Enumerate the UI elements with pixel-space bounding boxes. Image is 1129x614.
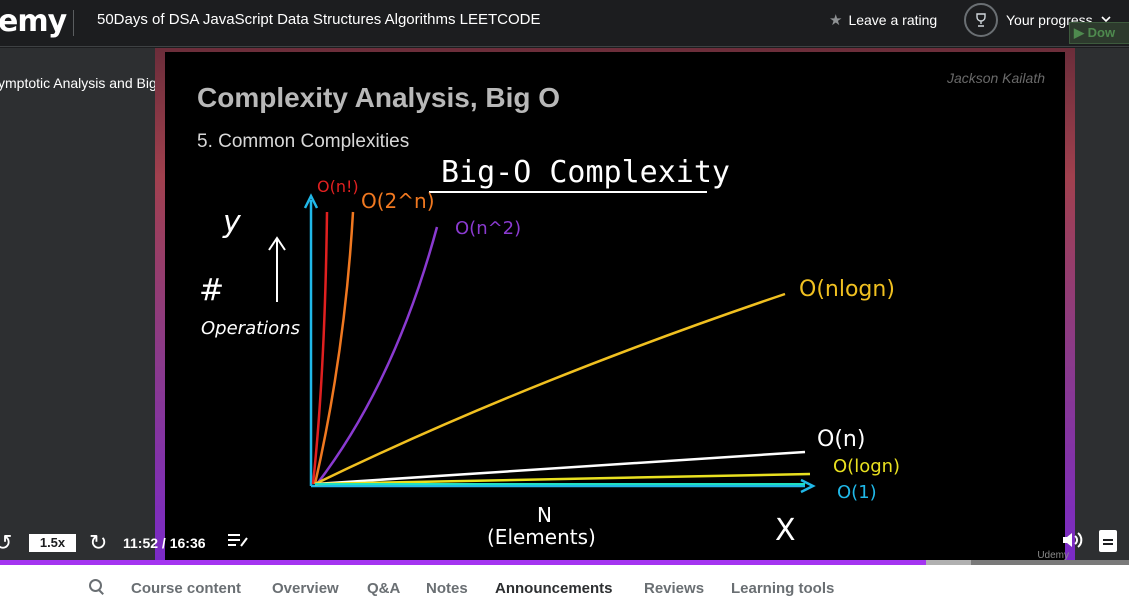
leave-rating-label: Leave a rating	[848, 12, 938, 28]
played-bar	[0, 560, 926, 565]
y-label-arrow-head	[268, 236, 286, 251]
x-axis-letter: X	[775, 513, 796, 548]
label-n: O(n)	[817, 427, 865, 452]
label-constant: O(1)	[837, 482, 877, 503]
tab-course-content[interactable]: Course content	[131, 580, 242, 597]
forward-5-icon[interactable]: ↻	[89, 530, 108, 555]
video-progress-bar[interactable]	[0, 560, 1129, 565]
curve-2-power-n	[313, 211, 355, 485]
search-icon[interactable]	[89, 579, 104, 594]
udemy-logo[interactable]: emy	[0, 4, 67, 39]
download-button[interactable]: ▶ Dow	[1069, 22, 1129, 44]
video-frame[interactable]: Complexity Analysis, Big O 5. Common Com…	[155, 48, 1075, 565]
playlist-icon[interactable]	[227, 532, 249, 555]
course-title[interactable]: 50Days of DSA JavaScript Data Structures…	[97, 11, 541, 28]
volume-icon[interactable]	[1061, 530, 1083, 556]
y-axis-letter: y	[222, 205, 242, 240]
tab-overview[interactable]: Overview	[272, 580, 339, 597]
label-n-squared: O(n^2)	[455, 218, 521, 239]
leave-rating-button[interactable]: ★ Leave a rating	[829, 11, 937, 29]
label-n-log-n: O(nlogn)	[799, 277, 895, 302]
rewind-5-icon[interactable]: ↺	[0, 530, 13, 555]
x-axis-arrow	[800, 478, 816, 494]
y-axis-label: Operations	[201, 318, 300, 339]
platform-watermark: Udemy	[1037, 550, 1069, 561]
top-header: emy 50Days of DSA JavaScript Data Struct…	[0, 0, 1129, 47]
video-player[interactable]: ymptotic Analysis and Big O Complexity A…	[0, 48, 1129, 565]
curve-n-log-n	[314, 292, 786, 486]
video-slide: Complexity Analysis, Big O 5. Common Com…	[165, 52, 1069, 565]
slide-heading: Complexity Analysis, Big O	[197, 82, 561, 113]
course-tabs: Course content Overview Q&A Notes Announ…	[0, 565, 1129, 614]
graph-title: Big-O Complexity	[441, 155, 730, 190]
download-label: Dow	[1087, 25, 1116, 40]
curve-n-factorial	[311, 211, 329, 485]
label-log-n: O(logn)	[833, 456, 900, 477]
tab-qa[interactable]: Q&A	[367, 580, 401, 597]
star-icon: ★	[829, 12, 843, 29]
play-icon: ▶	[1074, 25, 1084, 40]
author-watermark: Jackson Kailath	[946, 70, 1045, 86]
x-axis-label: (Elements)	[487, 525, 596, 549]
slide-subheading: 5. Common Complexities	[197, 131, 410, 152]
label-n-factorial: O(n!)	[317, 177, 359, 196]
y-axis-arrow	[303, 193, 319, 209]
tab-learning-tools[interactable]: Learning tools	[731, 580, 835, 597]
header-divider	[73, 10, 74, 36]
trophy-icon	[964, 3, 998, 37]
playback-time: 11:52 / 16:36	[123, 535, 206, 551]
handwritten-big-o-graph: Big-O Complexity y # Operations X N (Ele…	[199, 155, 900, 549]
buffered-bar	[925, 560, 971, 565]
transcript-icon[interactable]	[1099, 530, 1117, 552]
curve-n	[314, 450, 806, 486]
tab-reviews[interactable]: Reviews	[644, 580, 705, 597]
player-controls: ↺ 1.5x ↻ 11:52 / 16:36	[0, 518, 1129, 565]
y-axis-hash: #	[199, 273, 224, 308]
x-axis-n: N	[537, 503, 552, 527]
lecture-title: ymptotic Analysis and Big O	[0, 75, 172, 91]
curve-n-squared	[316, 226, 439, 485]
playback-speed-button[interactable]: 1.5x	[29, 534, 76, 552]
tab-announcements[interactable]: Announcements	[495, 580, 613, 597]
label-2-power-n: O(2^n)	[361, 189, 435, 213]
tab-notes[interactable]: Notes	[426, 580, 468, 597]
curve-log-n	[314, 472, 811, 486]
chevron-down-icon	[1101, 14, 1111, 26]
